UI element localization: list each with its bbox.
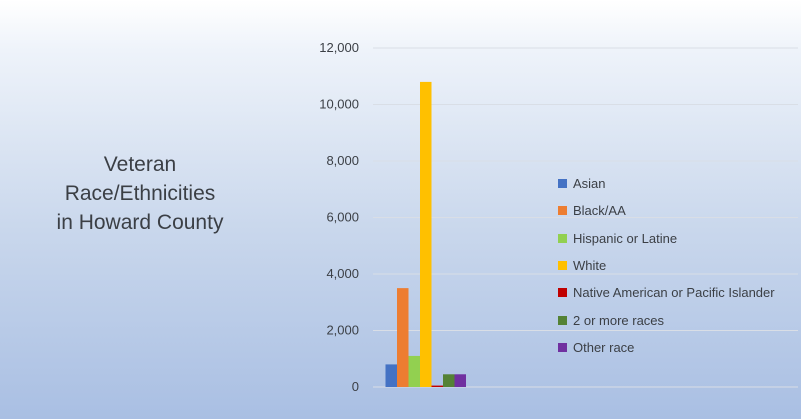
legend-label: White: [573, 258, 607, 274]
legend-label: Other race: [573, 339, 635, 355]
legend-item: White: [558, 252, 775, 279]
legend-label: Asian: [573, 176, 606, 192]
y-tick-label: 10,000: [319, 97, 359, 112]
chart-title-line-3: in Howard County: [56, 211, 224, 234]
legend-item: Native American or Pacific Islander: [558, 279, 775, 306]
legend-swatch-white: [558, 261, 567, 271]
bar-hispanic-or-latine: [408, 355, 420, 387]
y-tick-label: 12,000: [319, 40, 359, 55]
chart-title: Veteran Race/Ethnicities in Howard Count…: [30, 150, 250, 237]
y-tick-label: 2,000: [326, 323, 359, 338]
bar-2-or-more-races: [443, 374, 455, 387]
legend-swatch-black-aa: [558, 206, 567, 216]
bar-black-aa: [397, 288, 409, 387]
bar-white: [420, 81, 432, 388]
y-tick-label: 4,000: [326, 266, 359, 281]
bar-other-race: [454, 374, 466, 387]
legend-swatch-other: [558, 342, 567, 352]
legend-label: Black/AA: [573, 203, 626, 219]
legend: Asian Black/AA Hispanic or Latine White …: [558, 170, 775, 361]
legend-item: 2 or more races: [558, 306, 775, 333]
y-tick-label: 0: [352, 379, 359, 394]
legend-swatch-two-or-more: [558, 315, 567, 325]
legend-swatch-hispanic: [558, 233, 567, 243]
y-tick-label: 8,000: [326, 153, 359, 168]
bar-asian: [385, 364, 397, 387]
legend-label: 2 or more races: [573, 312, 665, 328]
bar-native-american-or-pacific-islander: [431, 385, 443, 387]
legend-swatch-asian: [558, 179, 567, 189]
chart-title-line-1: Veteran: [103, 153, 177, 176]
legend-swatch-native-american: [558, 288, 567, 298]
legend-item: Black/AA: [558, 197, 775, 224]
legend-label: Hispanic or Latine: [573, 230, 678, 246]
legend-label: Native American or Pacific Islander: [573, 285, 775, 301]
legend-item: Asian: [558, 170, 775, 197]
chart-title-line-2: Race/Ethnicities: [64, 182, 216, 205]
legend-item: Other race: [558, 334, 775, 361]
y-tick-label: 6,000: [326, 210, 359, 225]
legend-item: Hispanic or Latine: [558, 225, 775, 252]
